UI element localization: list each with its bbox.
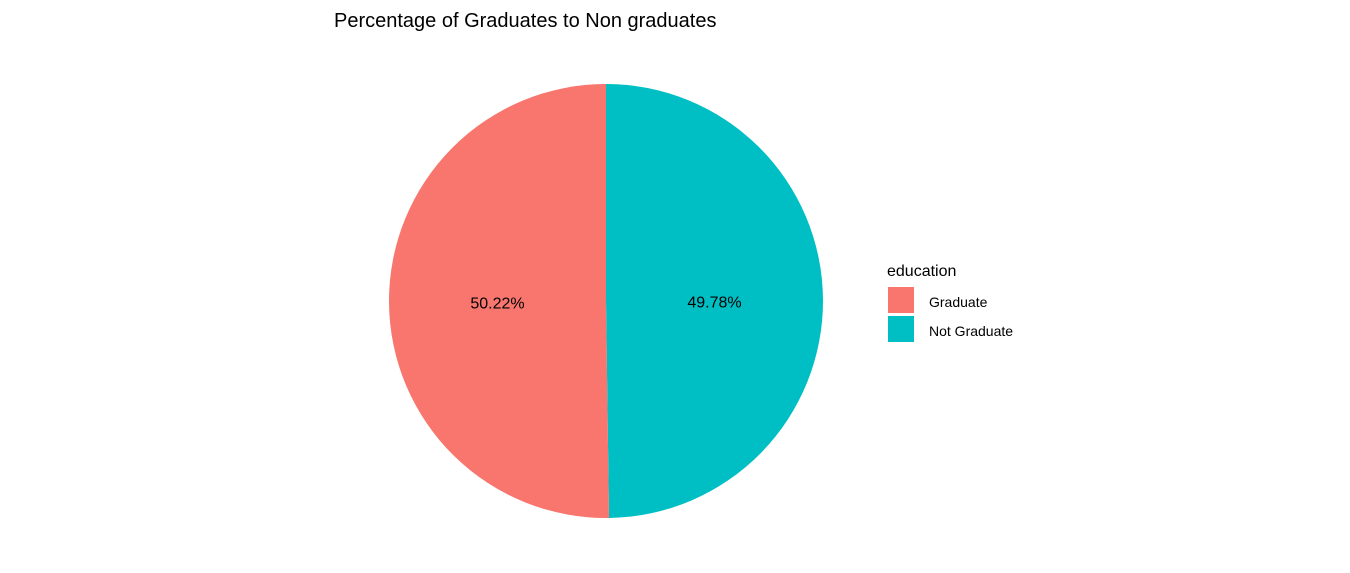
chart-title: Percentage of Graduates to Non graduates <box>334 10 716 32</box>
slice-label-not-graduate: 49.78% <box>687 294 741 311</box>
legend-key-graduate <box>888 287 914 313</box>
pie-slice-graduate <box>388 83 609 518</box>
legend: education Graduate Not Graduate <box>887 263 1013 342</box>
legend-label-not-graduate: Not Graduate <box>929 323 1013 339</box>
legend-key-not-graduate <box>888 316 914 342</box>
slice-label-graduate: 50.22% <box>470 296 524 313</box>
pie-slices <box>388 83 823 518</box>
pie-slice-labels: 49.78% 50.22% <box>470 294 741 312</box>
legend-title: education <box>887 263 956 280</box>
pie-slice-not-graduate <box>606 84 823 518</box>
legend-label-graduate: Graduate <box>929 294 988 310</box>
